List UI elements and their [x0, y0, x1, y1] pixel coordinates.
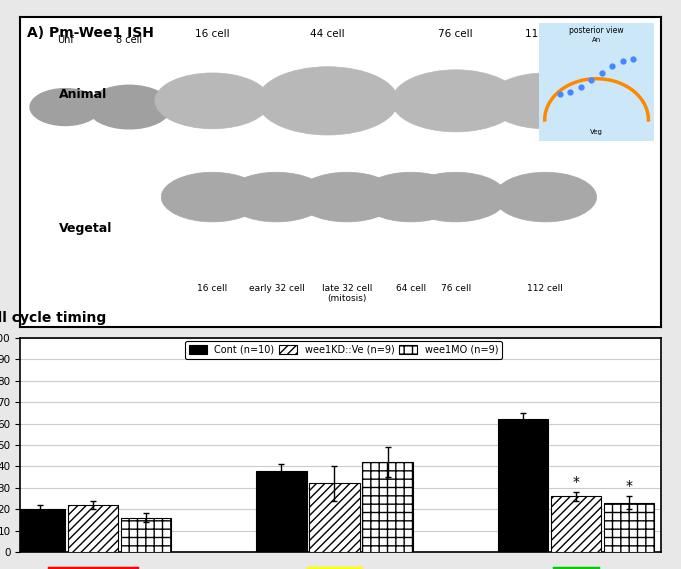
Ellipse shape	[88, 85, 171, 129]
Ellipse shape	[30, 89, 101, 126]
Text: Unf: Unf	[57, 35, 74, 45]
Ellipse shape	[161, 172, 264, 222]
Ellipse shape	[360, 172, 462, 222]
Text: 16 cell: 16 cell	[197, 284, 227, 293]
Text: 76 cell: 76 cell	[441, 284, 471, 293]
Bar	[498, 419, 548, 552]
Text: late 32 cell
(mitosis): late 32 cell (mitosis)	[321, 284, 372, 303]
Text: 8 cell: 8 cell	[116, 35, 142, 45]
Text: B) Cell cycle timing: B) Cell cycle timing	[0, 311, 107, 325]
Ellipse shape	[257, 67, 398, 135]
Bar	[309, 484, 360, 552]
Bar	[67, 505, 118, 552]
Bar	[256, 471, 306, 552]
Text: 76 cell: 76 cell	[439, 30, 473, 39]
Text: 64 cell: 64 cell	[396, 284, 426, 293]
Ellipse shape	[225, 172, 328, 222]
Text: Animal: Animal	[59, 88, 107, 101]
Legend: Cont (n=10), wee1KD::Ve (n=9), wee1MO (n=9): Cont (n=10), wee1KD::Ve (n=9), wee1MO (n…	[185, 341, 502, 358]
Ellipse shape	[155, 73, 270, 129]
Bar	[121, 518, 172, 552]
Text: 112 cell: 112 cell	[527, 284, 563, 293]
Ellipse shape	[494, 172, 597, 222]
Bar	[604, 502, 654, 552]
Ellipse shape	[488, 73, 603, 129]
Text: 112 cell: 112 cell	[525, 30, 566, 39]
Text: 16 cell: 16 cell	[195, 30, 229, 39]
Ellipse shape	[392, 70, 520, 132]
Bar	[362, 462, 413, 552]
Text: A) Pm-Wee1 ISH: A) Pm-Wee1 ISH	[27, 26, 154, 40]
Text: *: *	[573, 475, 580, 489]
Ellipse shape	[296, 172, 398, 222]
Text: 44 cell: 44 cell	[311, 30, 345, 39]
Text: early 32 cell: early 32 cell	[249, 284, 304, 293]
Bar	[14, 509, 65, 552]
Text: Vegetal: Vegetal	[59, 221, 112, 234]
Ellipse shape	[405, 172, 507, 222]
Bar	[551, 496, 601, 552]
Text: *: *	[626, 479, 633, 493]
